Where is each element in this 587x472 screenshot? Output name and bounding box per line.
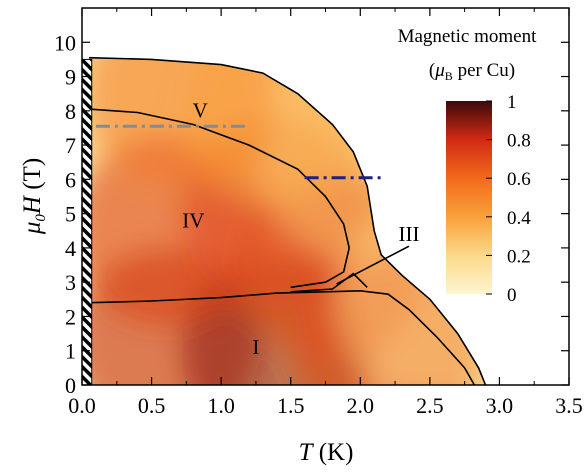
x-tick-label: 2.5 <box>416 393 444 418</box>
region-label-IV: IV <box>182 208 204 232</box>
y-tick-label: 0 <box>65 373 76 398</box>
region-label-I: I <box>252 335 259 359</box>
colorbar-gradient <box>446 101 492 294</box>
x-tick-label: 3.5 <box>555 393 583 418</box>
y-tick-label: 4 <box>65 236 76 261</box>
x-axis-ticks: 0.0 0.5 1.0 1.5 2.0 2.5 3.0 3.5 <box>68 8 583 418</box>
y-tick-label: 3 <box>65 270 76 295</box>
region-label-III: III <box>398 222 419 246</box>
y-tick-label: 5 <box>65 202 76 227</box>
boundary-outer <box>88 56 487 385</box>
y-tick-label: 6 <box>65 167 76 192</box>
x-tick-label: 2.0 <box>347 393 375 418</box>
x-tick-label: 0.0 <box>68 393 96 418</box>
y-tick-label: 1 <box>65 339 76 364</box>
colorbar-tick-label: 1 <box>507 92 517 113</box>
region-label-V: V <box>193 99 208 123</box>
y-tick-label: 2 <box>65 304 76 329</box>
phase-boundaries <box>88 56 487 385</box>
hatched-strip <box>81 58 93 386</box>
colorbar-title-line1: Magnetic moment <box>398 26 537 47</box>
colorbar-ticks: 0 0.2 0.4 0.6 0.8 1 <box>486 92 531 306</box>
y-tick-label: 9 <box>65 65 76 90</box>
x-axis-title: T (K) <box>299 439 354 466</box>
y-axis-title: μ0H (T) <box>19 158 49 235</box>
colorbar-tick-label: 0.4 <box>507 208 531 229</box>
boundary-lower <box>88 289 476 385</box>
y-tick-label: 10 <box>54 30 76 55</box>
colorbar-tick-label: 0.2 <box>507 246 531 267</box>
y-tick-label: 7 <box>65 133 76 158</box>
colorbar-tick-label: 0.6 <box>507 169 531 190</box>
colorbar-tick-label: 0 <box>507 285 517 306</box>
x-tick-label: 1.0 <box>207 393 235 418</box>
boundary-III_pointer <box>336 245 410 285</box>
colorbar: Magnetic moment (μB per Cu) 0 0.2 0.4 0.6 0.… <box>398 26 537 306</box>
intensity-blob <box>265 67 456 258</box>
x-tick-label: 3.0 <box>486 393 514 418</box>
dashed-markers <box>95 124 382 180</box>
y-tick-label: 8 <box>65 99 76 124</box>
colorbar-title-line2: (μB per Cu) <box>429 60 515 83</box>
x-tick-label: 1.5 <box>277 393 305 418</box>
boundary-IV_upper <box>88 108 351 289</box>
colorbar-tick-label: 0.8 <box>507 131 531 152</box>
x-tick-label: 0.5 <box>138 393 166 418</box>
